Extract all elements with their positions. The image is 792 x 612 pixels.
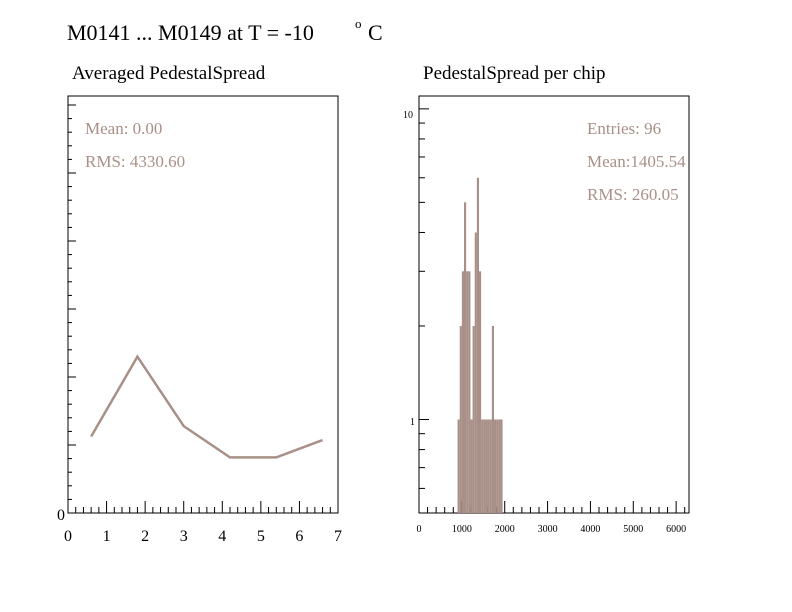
panel1-x-tick-label: 2 xyxy=(141,528,149,545)
panel1-title: Averaged PedestalSpread xyxy=(72,63,266,84)
panel1-x-tick-label: 6 xyxy=(295,528,303,545)
panel2-histogram-bar xyxy=(464,202,467,513)
panel1-x-tick-labels: 0 1 2 3 4 5 6 7 xyxy=(64,528,342,545)
panel1-x-tick-label: 5 xyxy=(257,528,265,545)
panel2-histogram-bar xyxy=(466,271,469,513)
panel1-series-line xyxy=(90,354,324,459)
panel2-histogram-bar xyxy=(457,419,460,513)
figure-title: M0141 ... M0149 at T = -10 xyxy=(67,20,314,45)
panel2-histogram-bar xyxy=(485,419,488,513)
panel2-histogram-bar xyxy=(461,271,464,513)
panel2-x-tick-labels: 0 1000 2000 3000 4000 5000 6000 xyxy=(417,524,687,535)
panel2-stat-mean: Mean:1405.54 xyxy=(587,152,686,171)
panel2-histogram-bar xyxy=(481,419,484,513)
panel2-histogram-bar xyxy=(498,419,501,513)
panel1-x-tick-label: 1 xyxy=(103,528,111,545)
panel1-x-tick-label: 3 xyxy=(180,528,188,545)
panel1-frame xyxy=(67,95,339,514)
panel2-histogram-bar xyxy=(479,271,482,513)
panel2-y-tick-label-10: 10 xyxy=(403,110,413,121)
panel2-histogram-bar xyxy=(476,177,479,514)
panel1-y-tick-label-0: 0 xyxy=(57,507,65,524)
panel2-x-tick-label: 2000 xyxy=(495,524,515,535)
panel2-histogram-bars xyxy=(457,177,503,514)
panel2-histogram-bar xyxy=(496,419,499,513)
panel2-stat-entries: Entries: 96 xyxy=(587,119,661,138)
panel2-histogram-bar xyxy=(487,419,490,513)
panel2-histogram-bar xyxy=(472,325,475,513)
panel2-y-tick-label-1: 1 xyxy=(410,417,415,428)
figure-title-unit: C xyxy=(368,20,383,45)
panel2-histogram-bar xyxy=(494,419,497,513)
panel1-ticks xyxy=(67,104,339,514)
panel1-stat-rms: RMS: 4330.60 xyxy=(85,152,185,171)
panel2-histogram-bar xyxy=(491,325,494,513)
panel1-x-tick-label: 0 xyxy=(64,528,72,545)
panel1-x-tick-label: 4 xyxy=(218,528,226,545)
panel2-x-tick-label: 1000 xyxy=(452,524,472,535)
panel2-title: PedestalSpread per chip xyxy=(423,63,606,84)
panel1-x-tick-label: 7 xyxy=(334,528,342,545)
panel2-x-tick-label: 6000 xyxy=(666,524,686,535)
figure-title-superscript: o xyxy=(355,16,362,31)
panel2-x-tick-label: 5000 xyxy=(623,524,643,535)
panel2-stat-rms: RMS: 260.05 xyxy=(587,185,679,204)
panel1-series xyxy=(90,354,324,459)
panel2-histogram-bar xyxy=(459,325,462,513)
panel2-x-tick-label: 3000 xyxy=(538,524,558,535)
panel2-x-tick-label: 4000 xyxy=(580,524,600,535)
panel2-frame xyxy=(418,95,690,514)
panel2-histogram-bar xyxy=(500,419,503,513)
panel2-histogram-bar xyxy=(489,419,492,513)
panel2-histogram-bar xyxy=(483,419,486,513)
panel2-histogram-bar xyxy=(474,232,477,513)
panel1-stat-mean: Mean: 0.00 xyxy=(85,119,162,138)
panel2-histogram-bar xyxy=(468,271,471,513)
panel2-histogram-bar xyxy=(470,419,473,513)
panel2-x-tick-label: 0 xyxy=(417,524,422,535)
